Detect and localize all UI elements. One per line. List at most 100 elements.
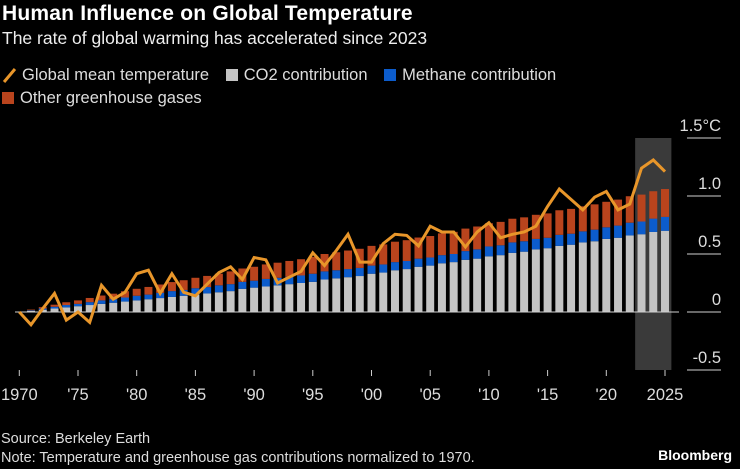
bar-methane-contribution-1971 (27, 310, 36, 311)
bar-methane-contribution-2021 (614, 225, 623, 238)
bar-other-greenhouse-gases-2012 (508, 218, 517, 243)
bar-other-greenhouse-gases-2009 (473, 226, 482, 250)
bar-other-greenhouse-gases-1995 (308, 256, 317, 274)
bar-co2-contribution-2004 (414, 266, 423, 312)
bar-co2-contribution-1984 (179, 295, 188, 312)
bar-other-greenhouse-gases-2022 (625, 196, 634, 223)
bar-co2-contribution-2008 (461, 259, 470, 312)
bar-other-greenhouse-gases-1974 (62, 302, 71, 306)
x-tick-label: '95 (302, 386, 324, 404)
bar-methane-contribution-2016 (555, 234, 564, 246)
bar-co2-contribution-1982 (156, 298, 165, 312)
bar-methane-contribution-2007 (449, 254, 458, 263)
bar-other-greenhouse-gases-2023 (637, 194, 646, 222)
bar-methane-contribution-1983 (167, 291, 176, 297)
bar-co2-contribution-1974 (62, 307, 71, 312)
bar-co2-contribution-1977 (97, 303, 106, 312)
bar-other-greenhouse-gases-1990 (250, 266, 259, 281)
bar-co2-contribution-1997 (332, 278, 341, 312)
bar-other-greenhouse-gases-2006 (437, 233, 446, 256)
x-tick-label: '80 (126, 386, 148, 404)
bar-co2-contribution-2002 (390, 270, 399, 312)
bar-co2-contribution-1971 (27, 310, 36, 312)
bar-methane-contribution-1990 (250, 280, 259, 288)
bar-co2-contribution-2012 (508, 252, 517, 312)
x-tick-label: '85 (185, 386, 207, 404)
bar-methane-contribution-2014 (531, 238, 540, 250)
bar-co2-contribution-2011 (496, 255, 505, 312)
legend-label: CO2 contribution (243, 66, 368, 84)
bar-co2-contribution-2019 (590, 241, 599, 312)
bar-methane-contribution-1995 (308, 273, 317, 282)
bar-methane-contribution-2004 (414, 258, 423, 267)
bar-methane-contribution-2009 (473, 249, 482, 259)
legend-label: Global mean temperature (22, 66, 210, 84)
bar-co2-contribution-1991 (261, 286, 270, 312)
bar-co2-contribution-2006 (437, 263, 446, 312)
bar-methane-contribution-1991 (261, 278, 270, 287)
bar-co2-contribution-1988 (226, 291, 235, 312)
bar-other-greenhouse-gases-2002 (390, 241, 399, 263)
bar-co2-contribution-2007 (449, 262, 458, 312)
bar-methane-contribution-2017 (567, 233, 576, 245)
bar-other-greenhouse-gases-1987 (214, 273, 223, 286)
bar-co2-contribution-2003 (402, 269, 411, 312)
bar-co2-contribution-1993 (285, 284, 294, 312)
bar-co2-contribution-1998 (344, 277, 353, 312)
x-tick-label: '05 (419, 386, 441, 404)
bar-co2-contribution-2016 (555, 245, 564, 312)
bar-methane-contribution-2003 (402, 260, 411, 270)
legend-item-other: Other greenhouse gases (2, 87, 202, 110)
bar-other-greenhouse-gases-1978 (109, 293, 118, 300)
bar-methane-contribution-1993 (285, 276, 294, 285)
bar-co2-contribution-1990 (250, 287, 259, 312)
bar-co2-contribution-1975 (74, 306, 82, 312)
bar-other-greenhouse-gases-2004 (414, 237, 423, 259)
bar-methane-contribution-1987 (214, 285, 223, 293)
bar-methane-contribution-2011 (496, 245, 505, 256)
bar-co2-contribution-1996 (320, 279, 329, 312)
bar-methane-contribution-2022 (625, 222, 634, 236)
bar-methane-contribution-2013 (520, 241, 529, 252)
bar-co2-contribution-2025 (661, 230, 669, 312)
bar-other-greenhouse-gases-1998 (344, 250, 353, 270)
bar-other-greenhouse-gases-1975 (74, 300, 82, 304)
bar-other-greenhouse-gases-1981 (144, 286, 153, 295)
bar-co2-contribution-2013 (520, 251, 529, 312)
bar-methane-contribution-2010 (484, 246, 493, 257)
swatch-icon (225, 69, 238, 81)
bar-methane-contribution-1986 (203, 287, 212, 294)
bar-other-greenhouse-gases-2024 (649, 191, 658, 219)
x-tick-label: '00 (361, 386, 383, 404)
bar-methane-contribution-1999 (355, 267, 364, 277)
x-tick-label: 2025 (647, 386, 684, 404)
bar-co2-contribution-1986 (203, 293, 212, 312)
x-tick-label: '10 (478, 386, 500, 404)
bar-methane-contribution-1994 (297, 275, 306, 283)
bar-other-greenhouse-gases-2008 (461, 228, 470, 252)
bar-methane-contribution-2025 (661, 216, 669, 231)
x-tick-label: '15 (537, 386, 559, 404)
bar-other-greenhouse-gases-1984 (179, 280, 188, 290)
swatch-icon (2, 92, 14, 104)
legend-item-co2: CO2 contribution (225, 64, 368, 87)
bar-other-greenhouse-gases-1993 (285, 260, 294, 277)
bar-methane-contribution-2023 (637, 221, 646, 235)
bar-co2-contribution-1985 (191, 294, 200, 312)
bar-other-greenhouse-gases-1986 (203, 275, 212, 288)
chart-title: Human Influence on Global Temperature (2, 2, 413, 25)
bar-co2-contribution-2000 (367, 273, 376, 312)
bar-methane-contribution-1988 (226, 284, 235, 292)
bar-methane-contribution-1976 (85, 302, 94, 306)
bar-other-greenhouse-gases-1977 (97, 295, 106, 301)
bar-methane-contribution-2006 (437, 255, 446, 264)
bar-other-greenhouse-gases-1971 (27, 309, 36, 311)
bar-other-greenhouse-gases-1996 (320, 254, 329, 272)
bar-other-greenhouse-gases-1976 (85, 297, 94, 303)
bar-other-greenhouse-gases-1973 (50, 304, 59, 307)
bar-methane-contribution-2001 (379, 264, 388, 273)
footer: Source: Berkeley Earth Note: Temperature… (1, 430, 475, 468)
bar-co2-contribution-2017 (567, 244, 576, 312)
bar-methane-contribution-2012 (508, 242, 517, 253)
